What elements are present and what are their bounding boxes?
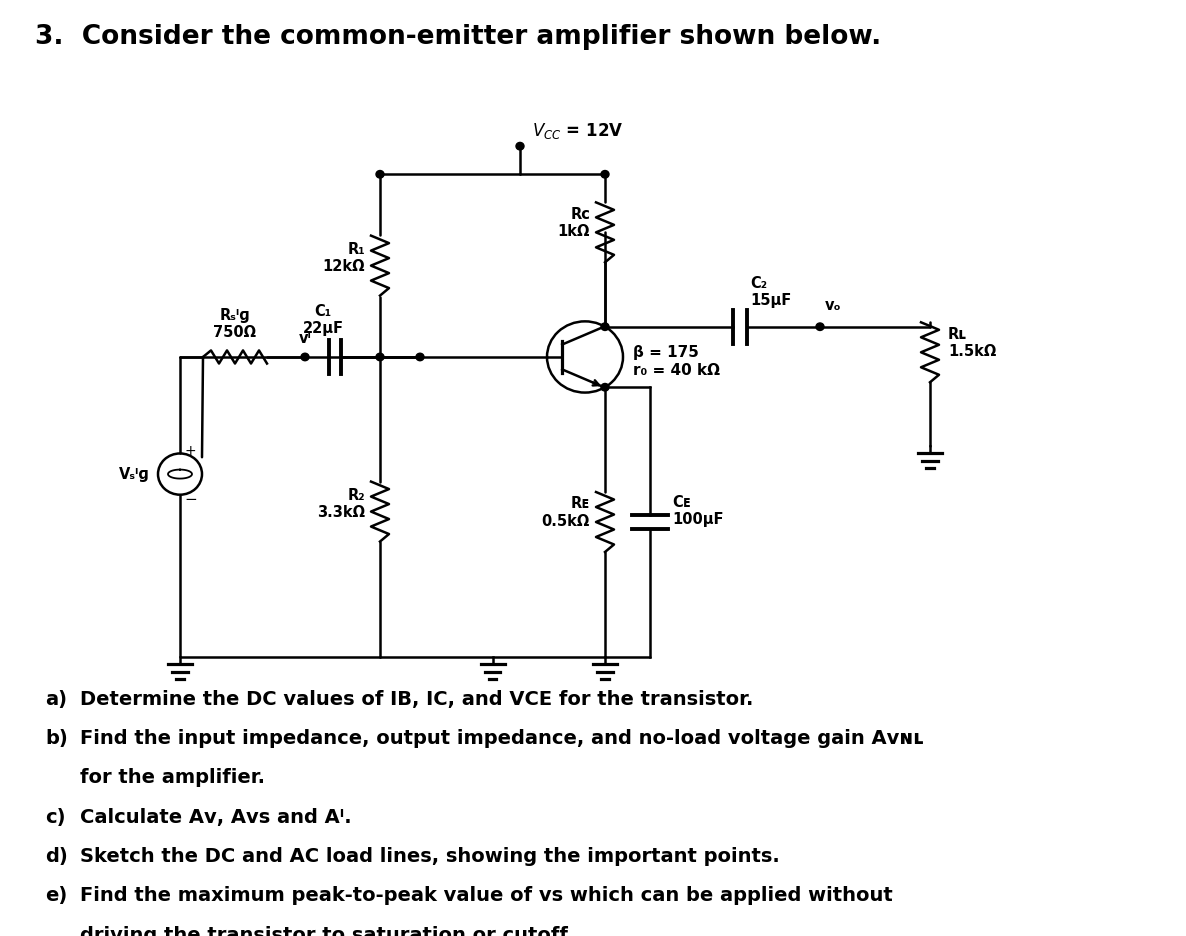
- Text: c): c): [45, 808, 65, 826]
- Text: vᴵ: vᴵ: [299, 330, 312, 345]
- Text: β = 175
r₀ = 40 kΩ: β = 175 r₀ = 40 kΩ: [633, 345, 720, 378]
- Text: a): a): [45, 690, 66, 709]
- Text: vₒ: vₒ: [825, 298, 842, 313]
- Circle shape: [601, 323, 608, 330]
- Circle shape: [516, 142, 524, 150]
- Text: Cᴇ
100μF: Cᴇ 100μF: [672, 494, 723, 527]
- Circle shape: [376, 353, 384, 360]
- Text: d): d): [45, 847, 68, 866]
- Text: C₁
22μF: C₁ 22μF: [302, 304, 344, 336]
- Text: Sketch the DC and AC load lines, showing the important points.: Sketch the DC and AC load lines, showing…: [79, 847, 779, 866]
- Circle shape: [601, 170, 608, 178]
- Text: Find the input impedance, output impedance, and no-load voltage gain Aᴠɴʟ: Find the input impedance, output impedan…: [79, 729, 924, 748]
- Text: Rₛᴵɡ
750Ω: Rₛᴵɡ 750Ω: [213, 308, 256, 340]
- Text: b): b): [45, 729, 68, 748]
- Text: e): e): [45, 886, 68, 905]
- Text: Rᴄ
1kΩ: Rᴄ 1kΩ: [557, 207, 589, 240]
- Circle shape: [301, 353, 310, 360]
- Circle shape: [376, 170, 384, 178]
- Text: $V_{CC}$ = 12V: $V_{CC}$ = 12V: [533, 122, 624, 141]
- Text: Find the maximum peak-to-peak value of vs which can be applied without: Find the maximum peak-to-peak value of v…: [79, 886, 893, 905]
- Text: Rʟ
1.5kΩ: Rʟ 1.5kΩ: [948, 327, 996, 359]
- Text: C₂
15μF: C₂ 15μF: [750, 275, 791, 308]
- Text: Vₛᴵɡ: Vₛᴵɡ: [119, 466, 149, 482]
- Text: Calculate Aᴠ, Aᴠs and Aᴵ.: Calculate Aᴠ, Aᴠs and Aᴵ.: [79, 808, 351, 826]
- Circle shape: [816, 323, 824, 330]
- Circle shape: [416, 353, 425, 360]
- Text: for the amplifier.: for the amplifier.: [79, 768, 264, 787]
- Circle shape: [601, 384, 608, 391]
- Text: R₂
3.3kΩ: R₂ 3.3kΩ: [317, 488, 365, 520]
- Text: R₁
12kΩ: R₁ 12kΩ: [323, 241, 365, 274]
- Text: +: +: [184, 445, 196, 458]
- Text: 3.  Consider the common-emitter amplifier shown below.: 3. Consider the common-emitter amplifier…: [36, 24, 881, 51]
- Text: −: −: [184, 492, 197, 507]
- Text: Rᴇ
0.5kΩ: Rᴇ 0.5kΩ: [542, 496, 589, 529]
- Text: Determine the DC values of IB, IC, and VCE for the transistor.: Determine the DC values of IB, IC, and V…: [79, 690, 753, 709]
- Text: driving the transistor to saturation or cutoff.: driving the transistor to saturation or …: [79, 926, 574, 936]
